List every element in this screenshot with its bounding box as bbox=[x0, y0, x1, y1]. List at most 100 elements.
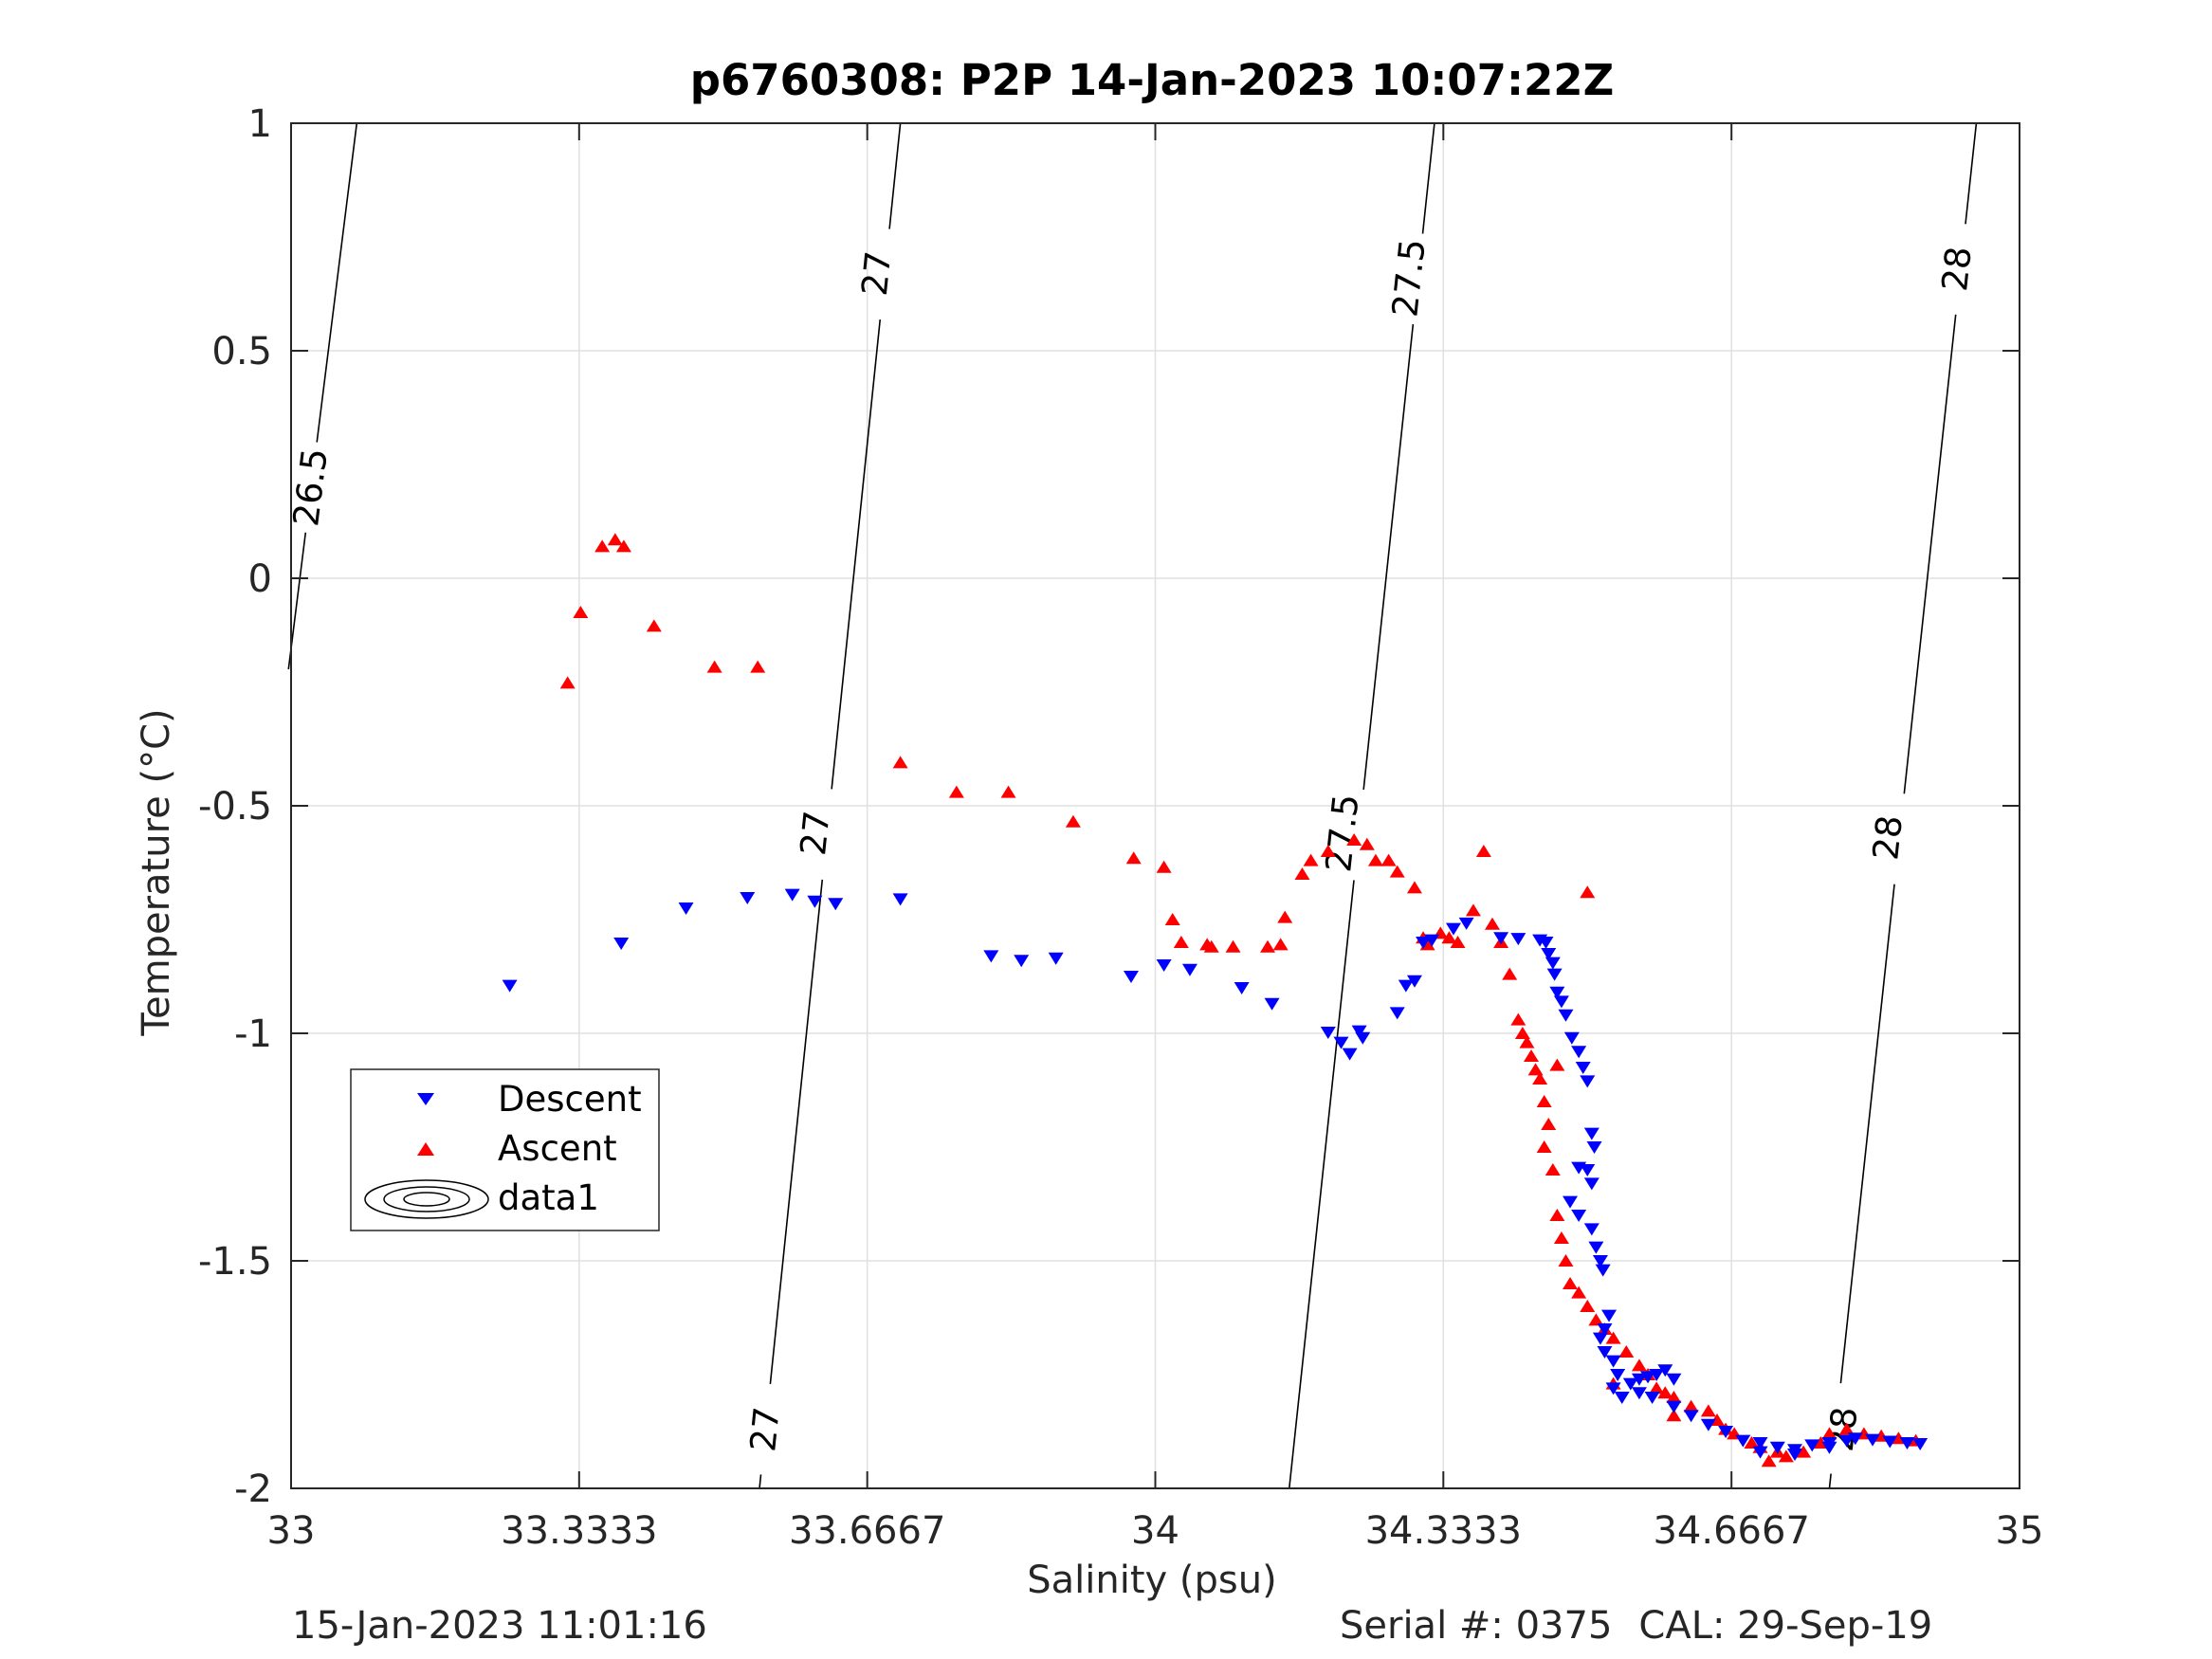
ascent-point-30 bbox=[1406, 881, 1422, 894]
ascent-point-64 bbox=[1666, 1391, 1682, 1403]
ascent-point-84 bbox=[1536, 1140, 1552, 1153]
ascent-point-5 bbox=[646, 619, 662, 632]
ascent-point-86 bbox=[1666, 1409, 1682, 1422]
serial-number: Serial #: 0375 bbox=[1340, 1604, 1613, 1648]
grid-lines bbox=[290, 122, 2020, 1489]
contour-label-26.5: 26.5 bbox=[285, 447, 336, 529]
ascent-point-41 bbox=[1510, 1012, 1526, 1026]
descent-point-53 bbox=[1601, 1309, 1618, 1322]
descent-point-17 bbox=[1333, 1036, 1349, 1049]
ascent-point-18 bbox=[1225, 939, 1241, 953]
ascent-series bbox=[559, 533, 1924, 1468]
legend-descent-label: Descent bbox=[498, 1079, 642, 1120]
contour-line-26.5-seg-1 bbox=[316, 122, 358, 443]
ascent-point-77 bbox=[1838, 1422, 1855, 1435]
ascent-point-82 bbox=[1580, 885, 1596, 899]
descent-point-25 bbox=[1424, 934, 1440, 947]
descent-point-61 bbox=[1622, 1377, 1638, 1391]
y-tick-labels: -2 -1.5 -1 -0.5 0 0.5 1 bbox=[198, 102, 272, 1511]
ascent-point-11 bbox=[1065, 814, 1081, 828]
descent-point-79 bbox=[1838, 1434, 1855, 1448]
descent-point-83 bbox=[1899, 1437, 1915, 1449]
descent-point-8 bbox=[983, 950, 999, 963]
descent-point-6 bbox=[828, 898, 844, 911]
descent-point-52 bbox=[1595, 1264, 1611, 1277]
descent-point-73 bbox=[1735, 1434, 1751, 1448]
legend-contour-icon bbox=[364, 1179, 489, 1219]
y-axis-label: Temperature (°C) bbox=[135, 708, 178, 1036]
descent-point-27 bbox=[1458, 917, 1474, 930]
descent-point-47 bbox=[1563, 1195, 1579, 1209]
descent-point-56 bbox=[1597, 1346, 1613, 1358]
ascent-point-28 bbox=[1380, 853, 1397, 866]
contour-line-28-seg-2 bbox=[1903, 314, 1957, 794]
descent-point-62 bbox=[1631, 1373, 1647, 1386]
descent-point-86 bbox=[1787, 1449, 1803, 1461]
contour-label-28: 28 bbox=[1934, 245, 1980, 293]
y-tick-label: -2 bbox=[234, 1468, 272, 1511]
ascent-point-3 bbox=[607, 533, 623, 546]
ascent-point-4 bbox=[615, 539, 631, 553]
ascent-point-66 bbox=[1700, 1404, 1716, 1417]
ascent-point-14 bbox=[1164, 913, 1180, 925]
ascent-point-43 bbox=[1519, 1035, 1535, 1048]
descent-point-23 bbox=[1406, 975, 1422, 988]
descent-point-39 bbox=[1571, 1046, 1587, 1059]
ascent-point-60 bbox=[1631, 1358, 1647, 1372]
descent-point-12 bbox=[1156, 959, 1172, 972]
descent-point-80 bbox=[1847, 1432, 1863, 1446]
descent-point-68 bbox=[1644, 1392, 1660, 1404]
descent-point-66 bbox=[1666, 1373, 1682, 1386]
descent-point-0 bbox=[502, 979, 518, 993]
contour-line-27-seg-0 bbox=[759, 1474, 762, 1489]
ascent-point-20 bbox=[1272, 938, 1289, 951]
descent-point-87 bbox=[1752, 1446, 1768, 1459]
descent-point-4 bbox=[784, 888, 800, 902]
ascent-point-15 bbox=[1173, 936, 1189, 948]
descent-point-22 bbox=[1398, 979, 1414, 993]
y-tick-label: -1.5 bbox=[198, 1240, 272, 1284]
ascent-point-76 bbox=[1821, 1427, 1837, 1440]
descent-point-41 bbox=[1580, 1075, 1596, 1088]
contour-label-27.5: 27.5 bbox=[1318, 793, 1366, 874]
ascent-point-9 bbox=[948, 785, 964, 798]
descent-point-10 bbox=[1048, 952, 1064, 965]
ascent-point-12 bbox=[1125, 851, 1142, 865]
x-tick-label: 34.3333 bbox=[1365, 1509, 1522, 1553]
y-tick-label: 1 bbox=[248, 102, 272, 146]
descent-point-32 bbox=[1541, 948, 1557, 960]
ascent-point-87 bbox=[1761, 1454, 1777, 1468]
x-tick-label: 33 bbox=[267, 1509, 316, 1553]
x-tick-label: 33.3333 bbox=[501, 1509, 657, 1553]
descent-point-31 bbox=[1538, 937, 1554, 949]
ascent-point-73 bbox=[1778, 1449, 1794, 1463]
ascent-point-10 bbox=[1000, 785, 1016, 798]
ascent-point-23 bbox=[1303, 853, 1319, 866]
descent-point-15 bbox=[1264, 997, 1280, 1011]
descent-point-63 bbox=[1640, 1371, 1656, 1384]
descent-point-57 bbox=[1605, 1355, 1621, 1368]
ascent-point-0 bbox=[559, 676, 576, 689]
descent-point-77 bbox=[1804, 1439, 1820, 1452]
descent-point-36 bbox=[1553, 995, 1569, 1009]
ascent-point-45 bbox=[1527, 1063, 1544, 1076]
x-tick-label: 33.6667 bbox=[789, 1509, 945, 1553]
descent-point-20 bbox=[1351, 1025, 1367, 1038]
ascent-point-74 bbox=[1796, 1445, 1812, 1458]
ascent-point-27 bbox=[1367, 853, 1383, 866]
ascent-point-29 bbox=[1389, 865, 1405, 878]
ascent-point-8 bbox=[892, 756, 908, 769]
descent-point-65 bbox=[1657, 1364, 1673, 1377]
descent-point-85 bbox=[1821, 1441, 1837, 1454]
descent-point-13 bbox=[1181, 963, 1197, 976]
descent-point-81 bbox=[1865, 1433, 1881, 1447]
legend-descent-marker bbox=[417, 1093, 434, 1105]
legend-ascent-label: Ascent bbox=[498, 1128, 617, 1169]
footer-timestamp: 15-Jan-2023 11:01:16 bbox=[292, 1604, 707, 1648]
descent-point-50 bbox=[1588, 1241, 1604, 1254]
contour-line-27.5-seg-0 bbox=[1288, 880, 1355, 1489]
descent-point-38 bbox=[1563, 1031, 1580, 1045]
descent-point-54 bbox=[1597, 1323, 1613, 1336]
descent-point-1 bbox=[613, 937, 630, 950]
